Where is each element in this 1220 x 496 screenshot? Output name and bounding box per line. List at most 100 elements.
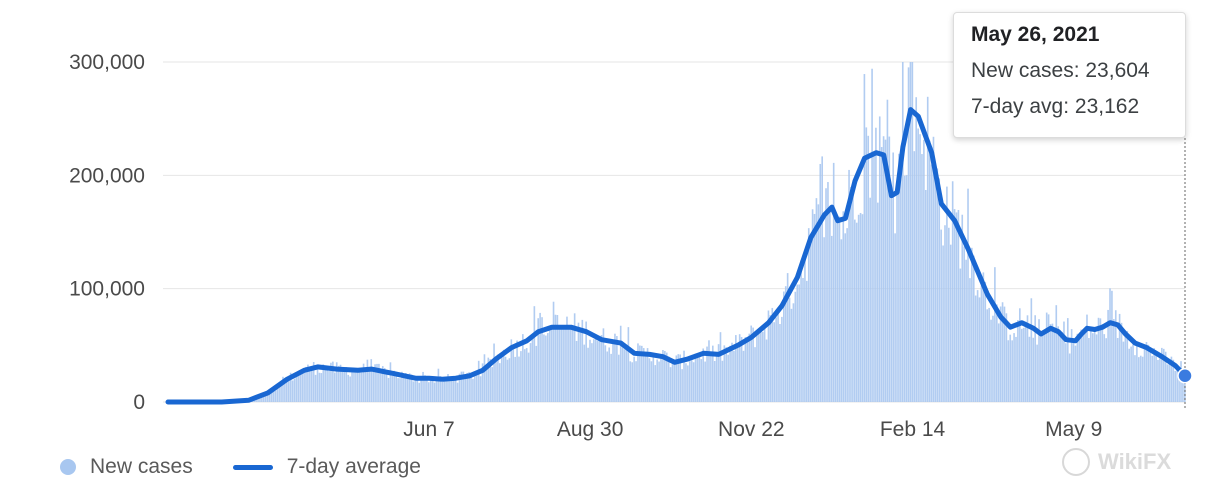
new-cases-bar bbox=[295, 374, 298, 402]
new-cases-bar bbox=[389, 362, 392, 402]
new-cases-bar bbox=[932, 136, 935, 402]
new-cases-bar bbox=[959, 268, 962, 402]
y-tick-label: 200,000 bbox=[69, 164, 145, 187]
new-cases-bar bbox=[1118, 313, 1121, 402]
new-cases-bar bbox=[1134, 355, 1136, 402]
new-cases-bar bbox=[658, 361, 660, 402]
new-cases-bar bbox=[568, 327, 570, 402]
new-cases-bar bbox=[700, 359, 703, 402]
new-cases-bar bbox=[802, 277, 804, 402]
new-cases-bar bbox=[493, 343, 495, 402]
tooltip-date: May 26, 2021 bbox=[971, 23, 1100, 46]
new-cases-bar bbox=[391, 375, 394, 402]
y-tick-label: 300,000 bbox=[69, 51, 145, 74]
new-cases-bar bbox=[721, 360, 724, 402]
new-cases-bar bbox=[606, 351, 609, 402]
new-cases-bar bbox=[307, 364, 309, 402]
new-cases-bar bbox=[268, 392, 271, 402]
new-cases-bar bbox=[309, 371, 311, 402]
new-cases-bar bbox=[579, 331, 582, 402]
watermark-logo: WikiFX bbox=[1062, 448, 1171, 476]
new-cases-bar bbox=[332, 361, 334, 402]
new-cases-bar bbox=[545, 335, 547, 402]
new-cases-bar bbox=[1034, 315, 1036, 402]
new-cases-bar bbox=[740, 336, 743, 402]
new-cases-bar bbox=[650, 361, 653, 402]
new-cases-bar bbox=[466, 372, 469, 402]
new-cases-bar bbox=[286, 377, 288, 402]
new-cases-bar bbox=[807, 228, 810, 402]
new-cases-bar bbox=[1022, 327, 1025, 402]
new-cases-bar bbox=[261, 394, 263, 402]
new-cases-bar bbox=[452, 376, 455, 402]
new-cases-bar bbox=[512, 347, 515, 402]
new-cases-bar bbox=[667, 356, 670, 402]
new-cases-bar bbox=[903, 175, 906, 402]
new-cases-bar bbox=[817, 204, 820, 402]
new-cases-bar bbox=[852, 185, 854, 402]
new-cases-bar bbox=[481, 363, 484, 402]
new-cases-bar bbox=[337, 365, 340, 402]
new-cases-bar bbox=[600, 335, 603, 402]
new-cases-bar bbox=[698, 356, 701, 402]
new-cases-bar bbox=[1147, 344, 1150, 402]
new-cases-bar bbox=[761, 332, 764, 402]
new-cases-bar bbox=[790, 308, 793, 402]
seven-day-average-line bbox=[165, 107, 1188, 405]
new-cases-bar bbox=[969, 278, 971, 402]
new-cases-bar bbox=[877, 202, 879, 402]
new-cases-bar bbox=[855, 222, 858, 402]
new-cases-bar bbox=[485, 367, 488, 402]
new-cases-bar bbox=[784, 286, 787, 402]
new-cases-bar bbox=[752, 327, 754, 402]
new-cases-bar bbox=[1128, 348, 1131, 402]
new-cases-bar bbox=[577, 322, 580, 402]
new-cases-bar bbox=[988, 307, 990, 402]
new-cases-bar bbox=[1093, 327, 1096, 402]
new-cases-bar bbox=[926, 96, 929, 403]
new-cases-bar bbox=[399, 378, 401, 402]
new-cases-bar bbox=[940, 229, 942, 402]
legend-new-cases[interactable]: New cases bbox=[60, 455, 193, 479]
new-cases-bar bbox=[614, 333, 616, 402]
new-cases-bar bbox=[813, 213, 816, 402]
new-cases-bar bbox=[560, 325, 563, 402]
new-cases-bar bbox=[706, 346, 708, 402]
new-cases-bar bbox=[1164, 351, 1167, 402]
new-cases-bar bbox=[986, 309, 989, 402]
new-cases-bar bbox=[1099, 318, 1102, 402]
new-cases-bar bbox=[1005, 313, 1008, 402]
new-cases-bar bbox=[744, 337, 747, 402]
new-cases-bar bbox=[1013, 333, 1015, 402]
new-cases-bar bbox=[884, 139, 887, 402]
new-cases-bar bbox=[314, 374, 317, 402]
new-cases-bar bbox=[1095, 334, 1098, 402]
new-cases-bar bbox=[865, 127, 868, 402]
new-cases-bar bbox=[756, 330, 758, 402]
new-cases-bar bbox=[710, 353, 712, 402]
new-cases-bar bbox=[1170, 356, 1173, 402]
new-cases-bar bbox=[639, 345, 641, 402]
new-cases-bar bbox=[754, 347, 756, 402]
new-cases-bar bbox=[980, 285, 983, 402]
new-cases-bar bbox=[458, 373, 461, 402]
x-tick-label: Aug 30 bbox=[557, 418, 624, 441]
chart-legend: New cases 7-day average bbox=[60, 455, 461, 479]
new-cases-bar bbox=[435, 378, 438, 402]
new-cases-bar bbox=[443, 377, 445, 402]
new-cases-bar bbox=[610, 353, 612, 402]
new-cases-bar bbox=[685, 363, 687, 402]
new-cases-bar bbox=[731, 342, 733, 402]
new-cases-bar bbox=[842, 211, 845, 402]
legend-7day-average-label: 7-day average bbox=[286, 455, 421, 478]
new-cases-bar bbox=[665, 352, 668, 402]
new-cases-bar bbox=[284, 380, 286, 402]
new-cases-bar bbox=[1068, 353, 1071, 402]
new-cases-bar bbox=[905, 175, 908, 402]
legend-7day-average[interactable]: 7-day average bbox=[232, 455, 421, 479]
new-cases-bar bbox=[612, 341, 614, 402]
new-cases-bar bbox=[506, 359, 509, 402]
new-cases-bar bbox=[393, 370, 396, 402]
new-cases-bar bbox=[736, 347, 739, 402]
new-cases-bar bbox=[591, 343, 593, 402]
